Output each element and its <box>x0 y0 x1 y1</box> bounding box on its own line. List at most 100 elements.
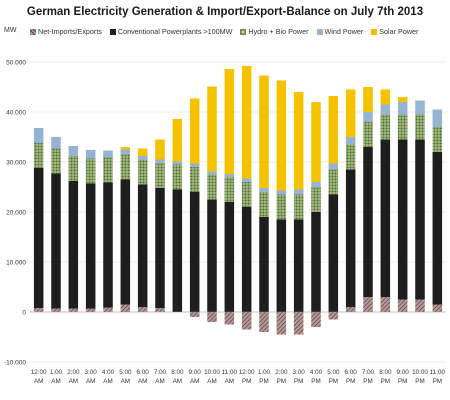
x-tick-label-time: 2:00 <box>275 369 288 376</box>
bar-solar <box>120 147 131 150</box>
bar-wind <box>345 137 356 145</box>
bar-net-imports-exports <box>380 297 391 312</box>
bar-net-imports-exports <box>345 307 356 312</box>
x-tick-label-time: 9:00 <box>189 369 202 376</box>
legend-swatch-conventional <box>109 28 116 35</box>
axes: -10.000 0 10.000 20.000 30.000 40.000 50.000 12… <box>4 60 446 385</box>
bar-net-imports-exports <box>155 308 165 312</box>
bar-conventional <box>224 202 235 312</box>
bar-conventional <box>241 207 252 312</box>
x-tick-label-time: 10:00 <box>204 369 220 376</box>
chart-legend: Net-Imports/Exports Conventional Powerpl… <box>30 27 424 37</box>
bar-net-imports-exports <box>103 307 113 312</box>
bar-wind <box>224 174 235 177</box>
x-tick-label-time: 12:00 <box>31 369 47 376</box>
x-tick-label-ampm: PM <box>433 378 442 385</box>
bar-net-imports-exports <box>189 312 200 317</box>
bar-solar <box>137 148 148 156</box>
bar-conventional <box>137 184 148 307</box>
bar-wind <box>328 163 339 170</box>
x-tick-label-ampm: PM <box>311 378 320 385</box>
bar-solar <box>311 102 321 182</box>
bar-conventional <box>155 188 165 308</box>
bar-hydro-bio <box>224 177 235 202</box>
bar-hydro-bio <box>172 164 183 190</box>
bar-conventional <box>207 199 217 312</box>
chart-title: German Electricity Generation & Import/E… <box>26 6 424 18</box>
bar-conventional <box>172 189 183 312</box>
bar-conventional <box>328 194 339 312</box>
bar-hydro-bio <box>155 163 165 188</box>
x-tick-label-ampm: AM <box>173 378 182 385</box>
bar-solar <box>241 66 252 179</box>
bar-solar <box>155 139 165 160</box>
bar-conventional <box>345 169 356 307</box>
x-tick-label-time: 3:00 <box>85 369 98 376</box>
bar-hydro-bio <box>259 192 269 217</box>
x-tick-label-time: 1:00 <box>258 369 271 376</box>
bar-net-imports-exports <box>207 312 217 322</box>
legend-item-solar: Solar Power <box>371 27 418 36</box>
x-tick-label-time: 8:00 <box>379 369 392 376</box>
bar-hydro-bio <box>293 194 304 220</box>
x-tick-label-ampm: AM <box>155 378 164 385</box>
bars <box>33 66 443 335</box>
x-tick-label-ampm: AM <box>138 378 147 385</box>
bar-hydro-bio <box>363 122 373 147</box>
bar-hydro-bio <box>33 143 44 168</box>
bar-conventional <box>293 219 304 312</box>
bar-wind <box>380 104 391 115</box>
bar-wind <box>293 189 304 195</box>
bar-net-imports-exports <box>120 304 131 312</box>
bar-hydro-bio <box>397 114 408 140</box>
x-tick-label-time: 4:00 <box>310 369 323 376</box>
legend-swatch-wind <box>316 28 323 35</box>
x-tick-label-time: 6:00 <box>345 369 358 376</box>
bar-net-imports-exports <box>68 308 79 312</box>
y-tick-label: 30.000 <box>6 160 26 167</box>
bar-solar <box>397 97 408 102</box>
legend-swatch-net-imports-exports <box>30 28 36 35</box>
x-tick-label-time: 7:00 <box>154 369 167 376</box>
bar-hydro-bio <box>189 167 200 192</box>
x-tick-label-ampm: PM <box>398 378 407 385</box>
bar-wind <box>33 128 44 143</box>
bar-hydro-bio <box>137 159 148 185</box>
bar-hydro-bio <box>51 148 61 174</box>
x-tick-label-ampm: AM <box>207 378 216 385</box>
x-tick-label-ampm: PM <box>415 378 424 385</box>
bar-conventional <box>380 139 391 297</box>
bar-conventional <box>432 152 443 305</box>
y-axis-unit-label: MW <box>4 27 17 34</box>
bar-solar <box>224 69 235 174</box>
x-tick-label-time: 10:00 <box>412 369 428 376</box>
x-tick-label-time: 7:00 <box>362 369 375 376</box>
bar-hydro-bio <box>311 187 321 212</box>
x-tick-label-time: 11:00 <box>222 369 238 376</box>
bar-net-imports-exports <box>415 299 425 312</box>
bar-conventional <box>33 168 44 308</box>
y-tick-label: 40.000 <box>6 110 26 117</box>
bar-solar <box>172 119 183 162</box>
bar-solar <box>259 75 269 188</box>
bar-conventional <box>415 139 425 300</box>
bar-wind <box>276 190 287 195</box>
x-tick-label-ampm: AM <box>69 378 78 385</box>
bar-conventional <box>259 217 269 312</box>
bar-wind <box>241 178 252 182</box>
bar-conventional <box>68 181 79 309</box>
bar-solar <box>293 92 304 190</box>
x-tick-label-ampm: AM <box>103 378 112 385</box>
bar-solar <box>363 87 373 112</box>
bar-conventional <box>311 212 321 312</box>
bar-conventional <box>51 173 61 309</box>
x-tick-label-ampm: PM <box>363 378 372 385</box>
x-tick-label-ampm: PM <box>294 378 303 385</box>
bar-wind <box>68 146 79 156</box>
legend-label-net-imports-exports: Net-Imports/Exports <box>38 27 102 36</box>
bar-hydro-bio <box>276 194 287 220</box>
bar-hydro-bio <box>415 114 425 140</box>
bar-wind <box>259 188 269 192</box>
bar-hydro-bio <box>68 156 79 181</box>
